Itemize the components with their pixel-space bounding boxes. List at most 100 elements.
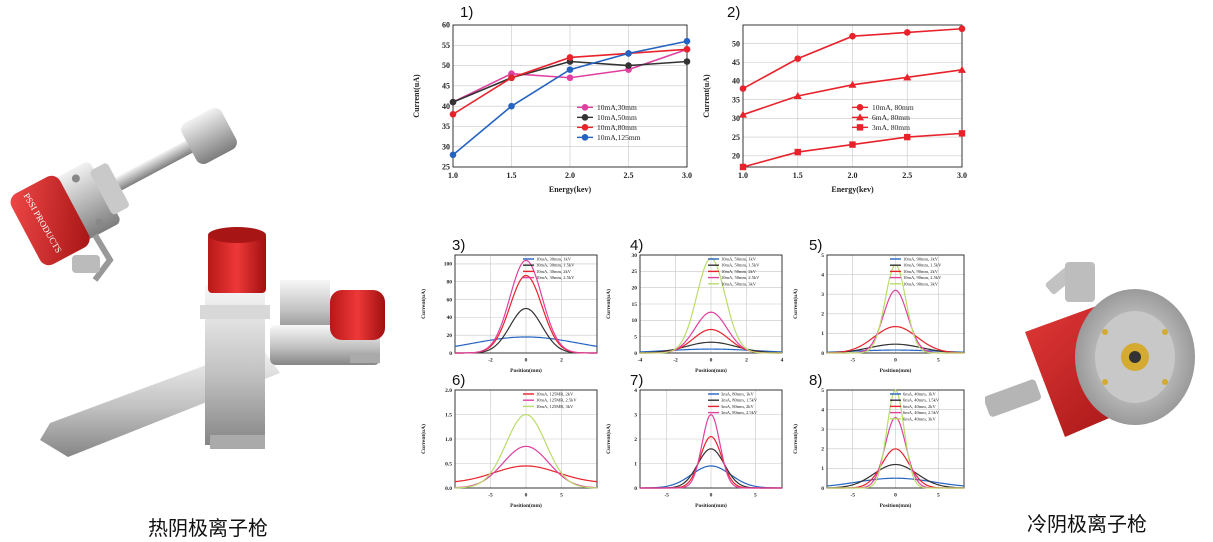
data-point: [958, 25, 966, 33]
y-tick-label: 2: [634, 437, 637, 443]
data-point: [739, 163, 747, 171]
plot-frame: [826, 254, 965, 354]
y-tick-label: 4: [821, 272, 824, 278]
y-tick-label: 1: [634, 461, 637, 467]
x-axis-label: Energy(kev): [549, 185, 592, 194]
data-point: [625, 50, 632, 57]
data-point: [508, 102, 515, 110]
series-4: [640, 413, 782, 489]
series-1: [826, 477, 965, 487]
legend-label: 10mA, 125MR, 2kV: [536, 392, 574, 398]
legend-label: 6mA, 40mm, 2.5kV: [903, 410, 940, 416]
legend-label: 6mA, 40mm, 1.5kV: [903, 398, 940, 404]
series-curve: [826, 343, 965, 354]
y-axis-label: Current(uA): [702, 74, 711, 118]
series-1: [454, 336, 598, 347]
legend-label: 10mA, 30mm, 1.5kV: [536, 263, 575, 269]
data-point: [849, 141, 856, 148]
y-tick-label: 0: [821, 486, 824, 492]
x-tick-label: 1.5: [507, 171, 517, 180]
x-tick-label: 5: [937, 358, 940, 364]
chart-panel-1: 1) 1.0 1.5 2.0 2.5 3.0 25 30 35 40 45 50 55 60 Energy…: [405, 0, 695, 195]
legend-label: 10mA, 50mm, 1kV: [721, 257, 757, 263]
y-tick-label: 0: [634, 351, 637, 357]
y-tick-label: 60: [447, 297, 453, 303]
chart-panel-2: 2) 1.0 1.5 2.0 2.5 3.0 20 25 30 35 40 45 50 Energy(k…: [695, 0, 970, 195]
series-curve: [639, 341, 783, 354]
legend-label: 10mA,125mm: [597, 133, 641, 142]
y-tick-label: 25: [632, 269, 638, 275]
legend-marker: [856, 113, 864, 121]
y-axis-label: Current(uA): [420, 289, 427, 319]
legend-marker: [856, 104, 864, 111]
series-curve: [454, 465, 598, 483]
x-axis-label: Position(mm): [695, 502, 727, 509]
y-tick-label: 3: [821, 427, 824, 433]
legend-label: 10mA, 50mm, 2.5kV: [721, 275, 760, 281]
series-curve: [639, 257, 783, 354]
y-axis-label: Current(uA): [605, 289, 612, 319]
y-tick-label: 80: [447, 280, 453, 286]
legend-marker: [581, 104, 589, 111]
series-1: [454, 465, 598, 483]
y-tick-label: 40: [442, 102, 450, 111]
x-tick-label: 4: [781, 358, 784, 364]
series-3: [826, 325, 965, 354]
x-tick-label: -5: [488, 493, 493, 499]
data-point: [904, 133, 911, 141]
y-tick-label: 1: [821, 466, 824, 472]
legend-label: 3mA, 80mm, 2kV: [721, 404, 755, 410]
legend-label: 3mA, 80mm: [872, 123, 910, 132]
legend-label: 10mA, 125MR, 2.5kV: [536, 398, 577, 404]
x-tick-label: 0: [710, 358, 713, 364]
chart-1: 1.0 1.5 2.0 2.5 3.0 25 30 35 40 45 50 55 60 Energy(ke…: [412, 21, 692, 194]
y-tick-label: 30: [442, 142, 450, 151]
legend-label: 10mA, 90mm, 3kV: [903, 281, 939, 287]
y-axis-label: Current(uA): [605, 424, 612, 454]
y-tick-label: 1: [821, 331, 824, 337]
series-curve: [826, 477, 965, 487]
x-tick-label: 0: [710, 493, 713, 499]
y-tick-label: 60: [442, 21, 450, 30]
y-tick-label: 3: [634, 412, 637, 418]
x-axis-label: Position(mm): [510, 367, 542, 374]
panel-label-7: 7): [630, 372, 644, 389]
y-tick-label: 20: [447, 333, 453, 339]
y-tick-label: 0.0: [445, 486, 452, 492]
series-2: [739, 65, 966, 118]
series-curve: [640, 413, 782, 489]
legend-label: 10mA, 80mm: [872, 103, 914, 112]
legend-marker: [856, 124, 864, 131]
chart-3: -2 0 2020406080100Position(mm)Current(uA)1…: [420, 254, 598, 374]
legend-label: 6mA, 40mm, 2kV: [903, 404, 937, 410]
plot-frame: [454, 254, 598, 354]
x-tick-label: 0: [894, 493, 897, 499]
chart-panel-5: 5) -5 0 5 0 1 2 3 4 5 Position(mm) Current(uA) 10mA…: [787, 235, 972, 375]
caption-hot-cathode: 热阴极离子枪: [148, 516, 268, 540]
data-point: [566, 66, 574, 73]
series-2: [826, 343, 965, 354]
y-tick-label: 30: [632, 253, 638, 259]
legend-label: 3mA, 80mm, 1kV: [721, 392, 755, 398]
chart-5: -5 0 5 0 1 2 3 4 5 Position(mm) Current(uA) 10mA, 9…: [792, 253, 965, 374]
y-tick-label: 45: [442, 82, 450, 91]
x-tick-label: 1.0: [738, 171, 748, 180]
panel-label-1: 1): [460, 4, 474, 21]
x-tick-label: 1.5: [793, 171, 803, 180]
chart-panel-7: 7) -5 0 5 0 1 2 3 4 Position(mm) Current(uA) 3mA, …: [600, 370, 790, 510]
y-tick-label: 4: [821, 407, 824, 413]
panel-label-4: 4): [630, 237, 644, 254]
y-tick-label: 0: [821, 351, 824, 357]
data-point: [449, 110, 457, 118]
legend-label: 3mA, 80mm, 2.5kV: [721, 410, 758, 416]
x-tick-label: 3.0: [682, 171, 692, 180]
series-curve: [454, 336, 598, 347]
x-axis-label: Position(mm): [880, 367, 912, 374]
x-tick-label: 0: [525, 358, 528, 364]
y-tick-label: 20: [732, 151, 740, 160]
y-tick-label: 100: [444, 262, 453, 268]
data-point: [958, 65, 966, 73]
data-point: [449, 98, 457, 106]
